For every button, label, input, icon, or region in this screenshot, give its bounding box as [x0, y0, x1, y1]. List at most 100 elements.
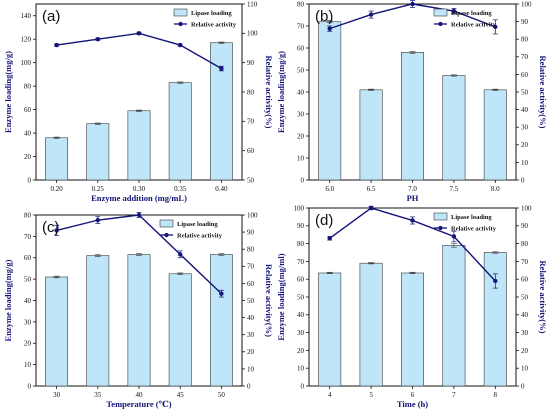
y2-axis-label: Relative activity(%): [538, 261, 548, 334]
y2-tick-label: 60: [521, 71, 529, 79]
y2-tick-label: 40: [521, 106, 529, 114]
activity-point: [451, 234, 457, 239]
x-tick-label: 40: [136, 391, 144, 399]
chart-panel-2: 0 10 20 30 40 50 60 70 80 0 10 20 30 40 50 60 70 80 90 100 6…: [276, 0, 548, 203]
y2-tick-label: 70: [247, 118, 255, 126]
y-tick-label: 70: [297, 258, 305, 266]
y2-tick-label: 70: [247, 263, 255, 271]
y-tick-label: 50: [297, 293, 305, 301]
legend-label: Lipase loading: [451, 214, 492, 221]
x-tick-label: 4: [328, 391, 332, 399]
activity-line: [56, 32, 222, 70]
bar: [483, 89, 507, 181]
y-tick-label: 10: [297, 154, 305, 162]
y2-tick-label: 30: [521, 329, 529, 337]
y-tick-label: 10: [297, 365, 305, 373]
x-tick-label: 8: [494, 391, 498, 399]
y-tick-label: 60: [297, 44, 305, 52]
y2-tick-label: 100: [247, 211, 258, 219]
x-tick-label: 7.5: [450, 185, 459, 193]
y2-tick-label: 90: [247, 229, 255, 237]
y-axis-label: Enzyme loading(mg/ml): [276, 253, 286, 340]
y2-tick-label: 50: [247, 297, 255, 305]
x-tick-label: 8.0: [491, 185, 500, 193]
activity-point: [95, 217, 101, 223]
y-tick-label: 20: [24, 153, 32, 161]
y-tick-label: 60: [297, 276, 305, 284]
y2-tick-label: 90: [247, 59, 255, 67]
bar: [45, 137, 69, 181]
y2-tick-label: 60: [247, 147, 255, 155]
y-tick-label: 120: [21, 36, 32, 44]
activity-point: [95, 37, 101, 42]
activity-point: [219, 291, 224, 296]
bar: [442, 245, 466, 387]
x-tick-label: 0.30: [133, 185, 146, 193]
legend-label: Relative activity: [451, 22, 497, 29]
bar: [401, 52, 424, 181]
y-tick-label: 80: [297, 0, 305, 8]
activity-point: [451, 8, 457, 14]
legend-line-marker: [438, 21, 443, 27]
activity-point: [368, 205, 374, 211]
y-tick-label: 20: [297, 132, 305, 140]
bar: [45, 276, 69, 387]
activity-point: [493, 278, 498, 284]
y2-tick-label: 0: [521, 382, 525, 390]
y2-tick-label: 70: [521, 53, 529, 61]
activity-point: [410, 1, 415, 7]
y-tick-label: 80: [297, 240, 305, 248]
chart-panel-1: 0 20 40 60 80 100 120 140 50 60 70 80 90 100 110 0.20 0.…: [3, 0, 274, 203]
bar: [359, 262, 383, 387]
y-tick-label: 140: [21, 12, 32, 20]
y-tick-label: 10: [24, 361, 32, 369]
x-tick-label: 0.25: [92, 185, 105, 193]
x-tick-label: 50: [218, 391, 226, 399]
y2-tick-label: 90: [521, 18, 529, 26]
y-tick-label: 0: [28, 176, 32, 184]
y-tick-label: 40: [24, 297, 32, 305]
chart-panel-3: 0 10 20 30 40 50 60 70 80 0 10 20 30 40 50 60 70 80 90 100 3…: [3, 211, 274, 409]
legend-bar-swatch: [433, 8, 448, 17]
y-axis-label: Enzyme loading(mg/g): [276, 51, 286, 133]
legend-bar-swatch: [433, 212, 448, 221]
y2-tick-label: 40: [247, 314, 255, 322]
y2-tick-label: 30: [247, 331, 255, 339]
y-tick-label: 40: [297, 311, 305, 319]
y2-tick-label: 10: [521, 365, 529, 373]
x-tick-label: 6.5: [367, 185, 376, 193]
y2-tick-label: 100: [521, 204, 532, 212]
y-tick-label: 20: [297, 347, 305, 355]
y2-tick-label: 0: [247, 382, 251, 390]
legend-label: Lipase loading: [451, 10, 492, 17]
legend-label: Lipase loading: [177, 221, 218, 228]
y2-tick-label: 60: [247, 280, 255, 288]
x-tick-label: 30: [53, 391, 61, 399]
y2-tick-label: 90: [521, 222, 529, 230]
x-tick-label: 35: [94, 391, 102, 399]
activity-point: [368, 12, 374, 17]
bar: [127, 254, 151, 387]
activity-point: [54, 42, 59, 48]
x-tick-label: 0.40: [215, 185, 228, 193]
bar: [168, 82, 192, 181]
panel-label: (c): [42, 219, 60, 236]
x-axis-label: Time (h): [397, 399, 428, 409]
y2-tick-label: 10: [521, 159, 529, 167]
bar: [401, 272, 424, 387]
bar: [318, 21, 342, 181]
x-tick-label: 0.35: [174, 185, 187, 193]
x-tick-label: 6.0: [325, 185, 334, 193]
y-tick-label: 100: [21, 59, 32, 67]
y-tick-label: 90: [297, 222, 305, 230]
y-axis-label: Enzyme loading(mg/g): [3, 259, 13, 341]
y-tick-label: 60: [24, 106, 32, 114]
y-axis-label: Enzyme loading(mg/g): [3, 51, 13, 133]
y2-axis-label: Relative activity(%): [538, 56, 548, 129]
y2-tick-label: 50: [521, 293, 529, 301]
bar: [318, 272, 342, 387]
x-axis-label: PH: [407, 193, 419, 203]
x-axis-label: Temperature (℃): [106, 399, 171, 409]
bar: [168, 273, 192, 387]
x-axis-label: Enzyme addition (mg/mL): [91, 193, 187, 203]
